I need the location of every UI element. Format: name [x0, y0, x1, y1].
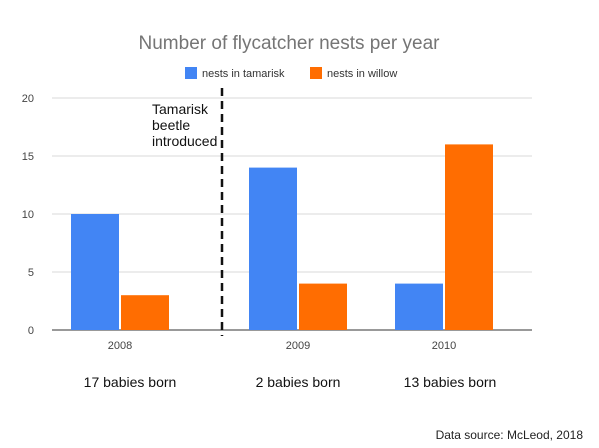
- babies-born-note: 13 babies born: [404, 374, 497, 390]
- bar-nests-in-willow-2010: [445, 144, 493, 330]
- y-tick-label: 20: [22, 93, 34, 105]
- bar-nests-in-tamarisk-2008: [71, 214, 119, 330]
- y-axis-ticks: 0 5 10 15 20: [22, 93, 34, 337]
- chart-legend: nests in tamarisk nests in willow: [185, 67, 397, 80]
- y-tick-label: 10: [22, 209, 34, 221]
- event-label-line: Tamarisk: [152, 101, 209, 117]
- x-tick-label: 2010: [432, 340, 456, 352]
- legend-label: nests in tamarisk: [202, 68, 285, 80]
- x-tick-label: 2009: [286, 340, 310, 352]
- legend-label: nests in willow: [327, 68, 397, 80]
- babies-born-notes: 17 babies born 2 babies born 13 babies bor…: [84, 374, 497, 390]
- x-tick-label: 2008: [108, 340, 132, 352]
- babies-born-note: 17 babies born: [84, 374, 177, 390]
- bars: [71, 144, 493, 330]
- y-tick-label: 5: [28, 267, 34, 279]
- y-tick-label: 15: [22, 151, 34, 163]
- babies-born-note: 2 babies born: [256, 374, 341, 390]
- bar-nests-in-willow-2009: [299, 283, 347, 330]
- x-axis-ticks: 2008 2009 2010: [108, 340, 456, 352]
- bar-nests-in-tamarisk-2010: [395, 283, 443, 330]
- y-tick-label: 0: [28, 325, 34, 337]
- event-label-line: beetle: [152, 117, 190, 133]
- bar-nests-in-tamarisk-2009: [249, 167, 297, 330]
- event-label-line: introduced: [152, 133, 217, 149]
- legend-swatch-nests-in-tamarisk: [185, 67, 197, 79]
- data-source-note: Data source: McLeod, 2018: [436, 428, 584, 442]
- chart-title: Number of flycatcher nests per year: [139, 33, 441, 54]
- legend-swatch-nests-in-willow: [310, 67, 322, 79]
- bar-nests-in-willow-2008: [121, 295, 169, 330]
